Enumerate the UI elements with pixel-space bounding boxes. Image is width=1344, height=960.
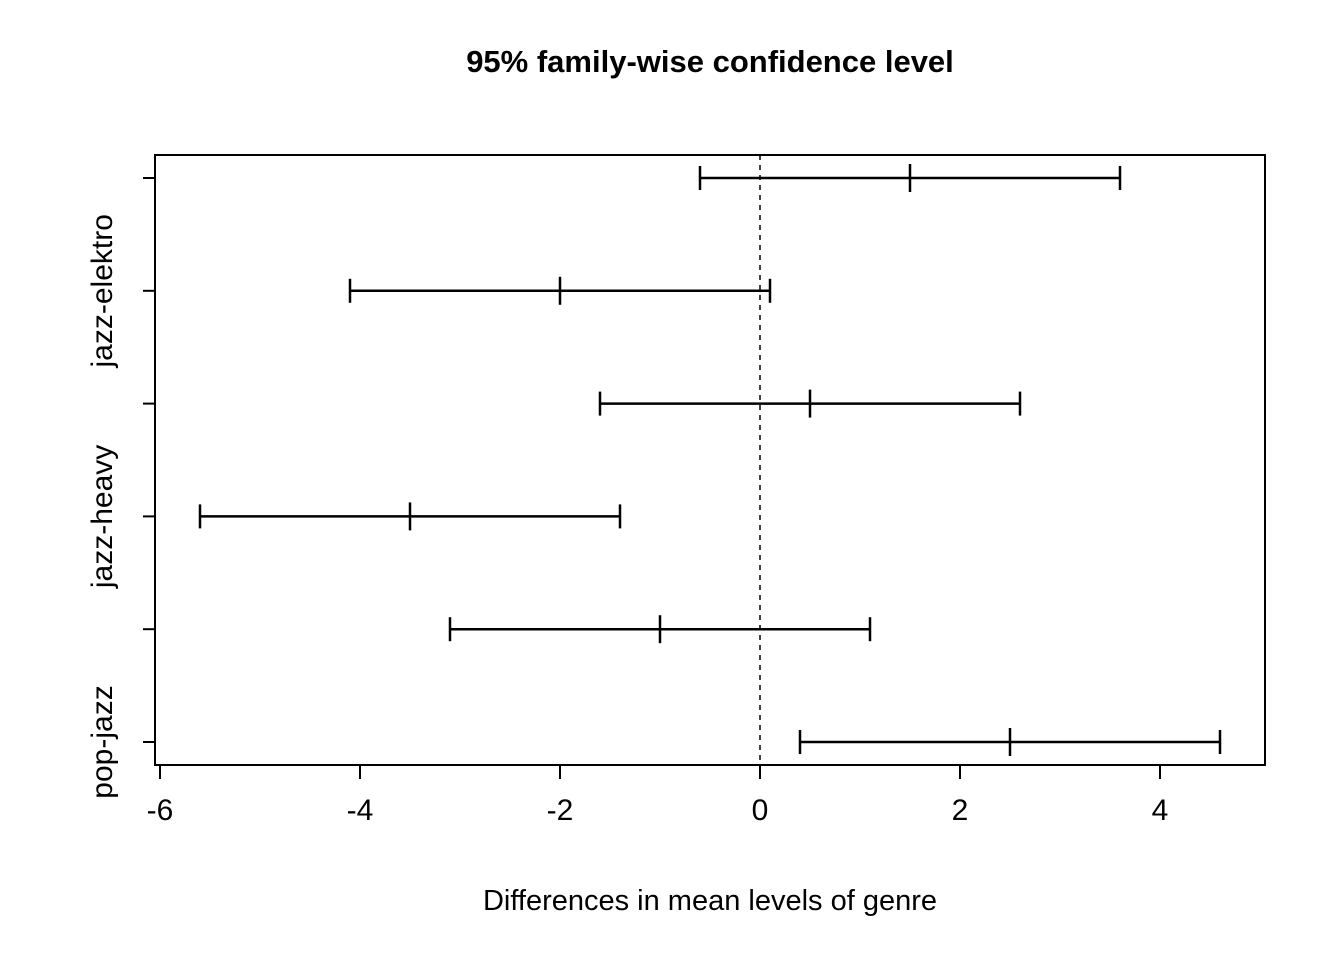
y-tick-label: jazz-heavy <box>86 445 119 589</box>
x-axis-label: Differences in mean levels of genre <box>483 885 937 917</box>
x-tick-label: 0 <box>752 794 769 827</box>
y-tick-label: pop-jazz <box>86 685 119 798</box>
plot-border <box>154 154 1266 766</box>
y-tick-label: jazz-elektro <box>86 214 119 368</box>
x-tick-label: 4 <box>1152 794 1169 827</box>
x-tick-label: 2 <box>952 794 969 827</box>
chart-title: 95% family-wise confidence level <box>466 44 954 79</box>
x-tick-label: -4 <box>347 794 374 827</box>
x-tick-label: -6 <box>147 794 174 827</box>
plot-content: -6 -4 -2 0 2 4 jazz-elektro jazz-heavy pop-jazz <box>86 154 1266 827</box>
x-tick-label: -2 <box>547 794 574 827</box>
